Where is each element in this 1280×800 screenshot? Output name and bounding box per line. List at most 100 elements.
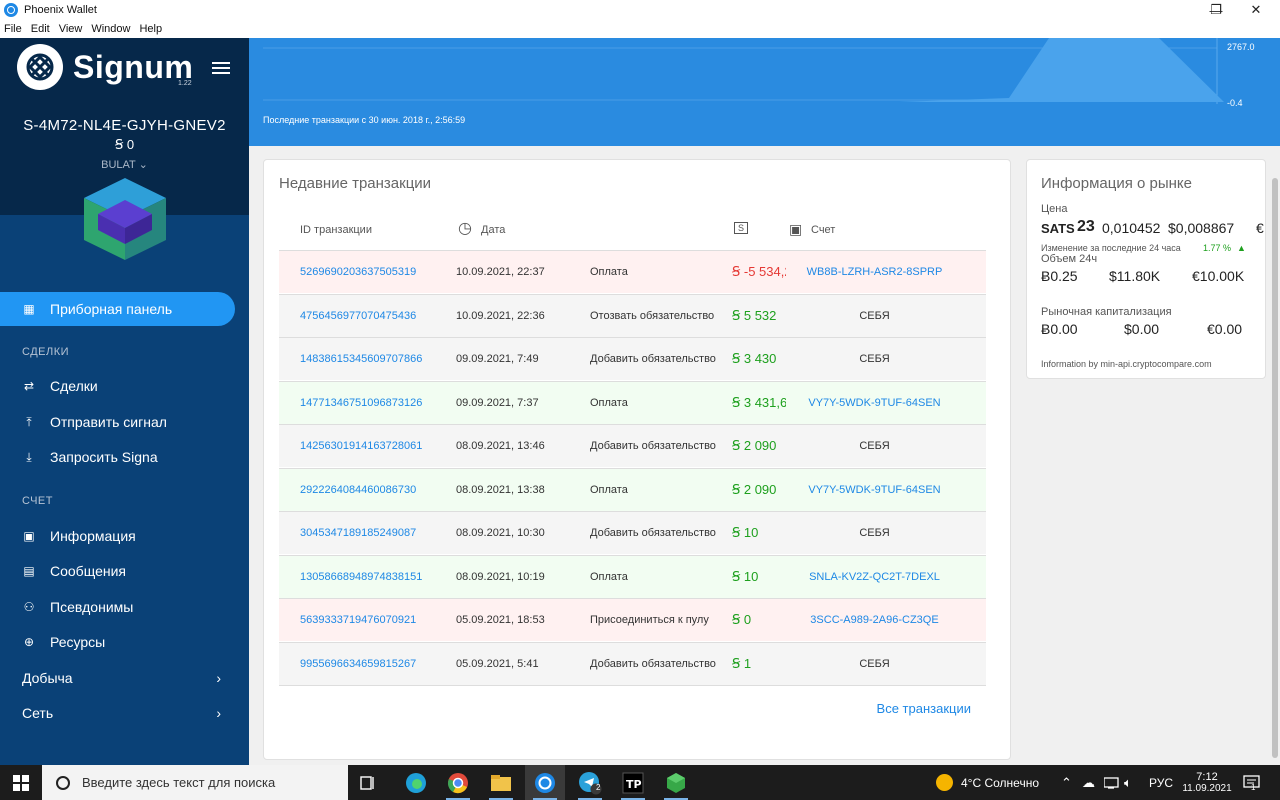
tradingview-icon[interactable]: TP bbox=[613, 765, 653, 800]
all-transactions-link[interactable]: Все транзакции bbox=[876, 701, 971, 716]
transaction-id-link[interactable]: 5639333719476070921 bbox=[300, 614, 417, 626]
chrome-icon[interactable] bbox=[438, 765, 478, 800]
nav-info[interactable]: ▣ Информация bbox=[0, 519, 235, 553]
send-icon: ⤒ bbox=[26, 414, 32, 429]
notifications-icon[interactable]: 1 bbox=[1243, 765, 1261, 800]
transaction-id-link[interactable]: 1477134675109687312​6 bbox=[300, 396, 423, 409]
green-cube-app-icon[interactable] bbox=[656, 765, 696, 800]
volume-usd: $11.80K bbox=[1109, 268, 1161, 284]
notifications-count: 1 bbox=[1251, 783, 1256, 792]
transaction-row[interactable]: 13058668948974838151 08.09.2021, 10:19 Опл… bbox=[279, 554, 986, 598]
transaction-account[interactable]: VY7Y-5WDK-9TUF-64SEN bbox=[808, 483, 941, 496]
transaction-row[interactable]: 1477134675109687312​6 09.09.2021, 7:37 Опл… bbox=[279, 380, 986, 424]
transaction-account[interactable]: WB8B-LZRH-ASR2-8SPRP bbox=[806, 266, 943, 278]
volume-icon[interactable]: 🔈︎ bbox=[1124, 774, 1132, 790]
nav-deals[interactable]: ⇄ Сделки bbox=[0, 369, 235, 403]
transaction-row[interactable]: 14838615345609707866 09.09.2021, 7:49 Доба… bbox=[279, 337, 986, 380]
scrollbar-thumb[interactable] bbox=[1272, 178, 1278, 758]
clock[interactable]: 7:12 11.09.2021 bbox=[1182, 765, 1232, 800]
menu-window[interactable]: Window bbox=[91, 23, 131, 35]
clock-icon: ◷ bbox=[458, 220, 472, 237]
nav-dashboard[interactable]: ▦ Приборная панель bbox=[0, 292, 235, 326]
transaction-row[interactable]: 5639333719476070921 05.09.2021, 18:53 Прис… bbox=[279, 598, 986, 641]
sidebar-header: Signum 1.22 S-4M72-NL4E-GJYH-GNEV2 Ꞩ 0 B… bbox=[0, 38, 249, 260]
transaction-row[interactable]: 2922264084460086730 08.09.2021, 13:38 Опла… bbox=[279, 467, 986, 511]
main-scrollbar[interactable] bbox=[1270, 160, 1280, 765]
task-view-icon[interactable] bbox=[348, 765, 388, 800]
nav-info-label: Информация bbox=[50, 528, 136, 544]
transaction-id-link[interactable]: 2922264084460086730 bbox=[300, 483, 417, 496]
transactions-chart: 2767.0 -0.4 Последние транзакции с 30 ию… bbox=[249, 38, 1280, 146]
start-button[interactable] bbox=[0, 765, 42, 800]
transaction-account[interactable]: 3SCC-A989-2A96-CZ3QE bbox=[810, 614, 939, 626]
nav-messages-label: Сообщения bbox=[50, 563, 126, 579]
weather-widget[interactable]: 4°C Солнечно bbox=[936, 765, 1039, 800]
transaction-date: 08.09.2021, 13:46 bbox=[456, 440, 545, 452]
edge-icon[interactable] bbox=[396, 765, 436, 800]
transaction-id-link[interactable]: 3045347189185249087 bbox=[300, 527, 417, 539]
maximize-button[interactable]: ❐ bbox=[1210, 2, 1222, 17]
transaction-id-link[interactable]: 14256301914163728061 bbox=[300, 440, 423, 452]
transfer-icon: ⇄ bbox=[23, 379, 35, 393]
cloud-icon[interactable]: ☁ bbox=[1082, 774, 1095, 790]
sats-value: 23 bbox=[1077, 218, 1095, 235]
transaction-row[interactable]: 5269690203637505319 10.09.2021, 22:37 Опла… bbox=[279, 250, 986, 293]
menu-toggle-icon[interactable] bbox=[212, 62, 230, 74]
transaction-row[interactable]: 14256301914163728061 08.09.2021, 13:46 Доб… bbox=[279, 424, 986, 467]
file-explorer-icon[interactable] bbox=[481, 765, 521, 800]
transaction-id-link[interactable]: 4756456977070475436 bbox=[300, 309, 417, 322]
nav-resources[interactable]: ⊕ Ресурсы bbox=[0, 625, 235, 659]
account-selector[interactable]: BULAT ⌄ bbox=[101, 159, 148, 171]
transaction-type: Добавить обязательство bbox=[590, 527, 716, 539]
language-indicator[interactable]: РУС bbox=[1149, 775, 1174, 790]
nav-send[interactable]: ⤒ Отправить сигнал bbox=[0, 405, 235, 439]
menu-help[interactable]: Help bbox=[139, 23, 163, 35]
transaction-date: 10.09.2021, 22:36 bbox=[456, 309, 545, 322]
menu-file[interactable]: File bbox=[4, 23, 22, 35]
nav-network[interactable]: Сеть › bbox=[0, 696, 235, 730]
svg-text:TP: TP bbox=[626, 778, 642, 791]
network-icon[interactable] bbox=[1104, 765, 1120, 800]
nav-mining[interactable]: Добыча › bbox=[0, 661, 235, 695]
clock-date: 11.09.2021 bbox=[1182, 783, 1232, 794]
transaction-account[interactable]: SNLA-KV2Z-QC2T-7DEXL bbox=[809, 570, 940, 583]
volume-btc: Ƀ0.25 bbox=[1041, 268, 1078, 284]
transaction-account: СЕБЯ bbox=[859, 440, 890, 452]
transaction-date: 05.09.2021, 5:41 bbox=[456, 657, 539, 670]
chevron-right-icon: › bbox=[216, 670, 221, 686]
nav-request-label: Запросить Signa bbox=[50, 449, 158, 465]
transaction-account: СЕБЯ bbox=[859, 353, 890, 365]
taskbar-search-box[interactable]: Введите здесь текст для поиска bbox=[42, 765, 348, 800]
transaction-type: Оплата bbox=[590, 266, 628, 278]
transaction-row[interactable]: 4756456977070475436 10.09.2021, 22:36 Отоз… bbox=[279, 293, 986, 337]
close-button[interactable]: ✕ bbox=[1250, 2, 1262, 17]
telegram-icon[interactable]: 2 bbox=[570, 765, 610, 800]
nav-aliases[interactable]: ⚇ Псевдонимы bbox=[0, 590, 235, 624]
transaction-id-link[interactable]: 9955696634659815267 bbox=[300, 657, 417, 670]
transaction-row[interactable]: 3045347189185249087 08.09.2021, 10:30 Доба… bbox=[279, 511, 986, 554]
transaction-id-link[interactable]: 13058668948974838151 bbox=[300, 570, 423, 583]
transaction-id-link[interactable]: 5269690203637505319 bbox=[300, 266, 417, 278]
menu-view[interactable]: View bbox=[58, 23, 83, 35]
phoenix-wallet-taskbar-icon[interactable] bbox=[525, 765, 565, 800]
transaction-amount: Ꞩ 5 532 bbox=[732, 307, 777, 323]
transaction-id-link[interactable]: 14838615345609707866 bbox=[300, 353, 423, 365]
market-info-title: Информация о рынке bbox=[1041, 175, 1192, 192]
transaction-amount: Ꞩ 10 bbox=[732, 525, 759, 540]
transaction-account[interactable]: VY7Y-5WDK-9TUF-64SEN bbox=[808, 396, 941, 409]
sun-icon bbox=[936, 774, 953, 791]
transaction-row[interactable]: 9955696634659815267 05.09.2021, 5:41 Добав… bbox=[279, 641, 986, 685]
transaction-type: Оплата bbox=[590, 570, 628, 583]
menu-edit[interactable]: Edit bbox=[30, 23, 50, 35]
account-avatar-icon bbox=[84, 178, 166, 260]
app-version: 1.22 bbox=[178, 80, 192, 87]
nav-section-deals: СДЕЛКИ bbox=[22, 346, 70, 358]
recent-transactions-card: Недавние транзакции ID транзакции ◷ Дата… bbox=[263, 159, 1011, 760]
amount-icon: S bbox=[734, 222, 749, 234]
minimize-button[interactable]: — bbox=[1209, 2, 1223, 18]
tray-chevron-up-icon[interactable]: ⌃ bbox=[1061, 774, 1072, 790]
nav-messages[interactable]: ▤ Сообщения bbox=[0, 554, 235, 588]
window-titlebar: Phoenix Wallet — ❐ ✕ bbox=[0, 0, 1280, 20]
nav-request[interactable]: ⤓ Запросить Signa bbox=[0, 440, 235, 474]
dashboard-icon: ▦ bbox=[23, 302, 35, 316]
